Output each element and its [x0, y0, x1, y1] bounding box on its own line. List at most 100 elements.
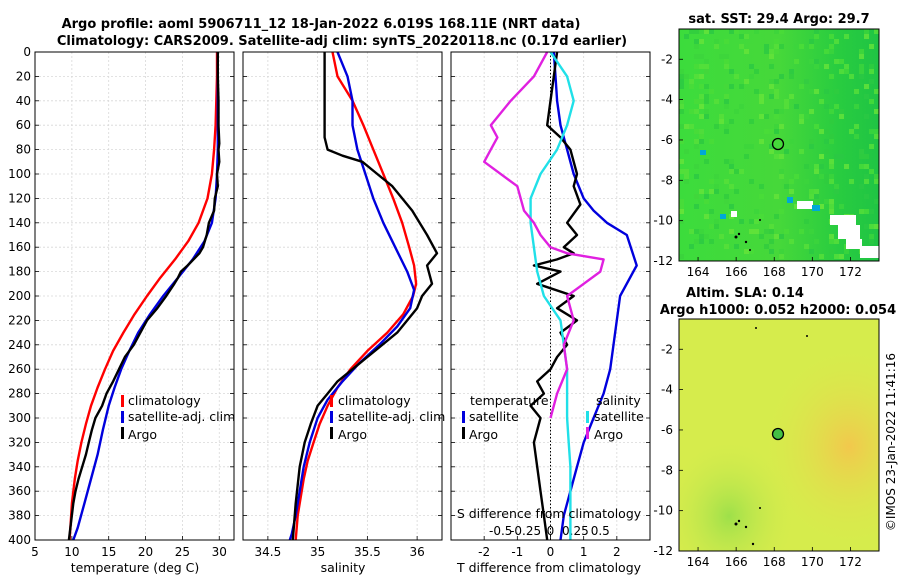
map-y-tick-label: -10 — [653, 504, 673, 518]
missing-data-patch — [838, 225, 860, 239]
sst-texture-cell — [774, 44, 779, 49]
map-x-tick-label: 164 — [687, 555, 710, 569]
y-tick-label: 220 — [8, 313, 31, 327]
sst-texture-cell — [684, 169, 689, 174]
sst-texture-cell — [749, 144, 754, 149]
sst-texture-cell — [829, 249, 834, 254]
sst-texture-cell — [714, 189, 719, 194]
x-tick-label: 5 — [31, 545, 39, 559]
sst-texture-cell — [739, 84, 744, 89]
sst-texture-cell — [679, 204, 684, 209]
sst-texture-cell — [799, 229, 804, 234]
sst-texture-cell — [699, 74, 704, 79]
sst-texture-cell — [774, 214, 779, 219]
sst-texture-cell — [864, 84, 869, 89]
sst-texture-cell — [829, 164, 834, 169]
missing-data-patch — [860, 246, 879, 258]
sst-texture-cell — [839, 254, 844, 259]
sst-texture-cell — [804, 114, 809, 119]
difference-panel: -2 -1 0 1 2 -0.5-0.25 0 0.25 0.5 — [450, 51, 651, 559]
map-y-tick-label: -6 — [661, 133, 673, 147]
map-y-tick-label: -4 — [661, 93, 673, 107]
sst-texture-cell — [709, 179, 714, 184]
sst-argo-position-marker — [771, 137, 785, 151]
sst-texture-cell — [699, 29, 704, 34]
sst-texture-cell — [709, 209, 714, 214]
island-marker — [759, 219, 761, 221]
sst-texture-cell — [774, 154, 779, 159]
sst-texture-cell — [739, 34, 744, 39]
legend-label-temp-argo: Argo — [469, 427, 498, 442]
sst-texture-cell — [809, 109, 814, 114]
sla-argo-position-marker — [771, 427, 785, 441]
sst-texture-cell — [864, 29, 869, 34]
sst-texture-cell — [724, 54, 729, 59]
sst-texture-cell — [814, 194, 819, 199]
sst-texture-cell — [829, 174, 834, 179]
sst-texture-cell — [864, 34, 869, 39]
map-y-tick-label: -8 — [661, 463, 673, 477]
sst-texture-cell — [874, 29, 879, 34]
x-tick-label: 1 — [580, 545, 588, 559]
x-tick-label: 20 — [138, 545, 153, 559]
sst-texture-cell — [719, 114, 724, 119]
x-tick-label: 34.5 — [255, 545, 282, 559]
sst-texture-cell — [799, 84, 804, 89]
sst-texture-cell — [709, 224, 714, 229]
sst-texture-cell — [689, 29, 694, 34]
sst-texture-cell — [699, 39, 704, 44]
sst-texture-cell — [739, 219, 744, 224]
x-tick-label: 35.5 — [354, 545, 381, 559]
map-y-tick-label: -2 — [661, 52, 673, 66]
sst-texture-cell — [699, 129, 704, 134]
sst-texture-cell — [754, 229, 759, 234]
sst-texture-cell — [809, 189, 814, 194]
y-tick-label: 0 — [23, 45, 31, 59]
sst-texture-cell — [689, 84, 694, 89]
sst-texture-cell — [694, 54, 699, 59]
sst-texture-cell — [859, 54, 864, 59]
x-tick-label: -1 — [511, 545, 523, 559]
sst-texture-cell — [699, 94, 704, 99]
sst-texture-cell — [804, 79, 809, 84]
sst-texture-cell — [779, 44, 784, 49]
series-lines — [67, 52, 221, 540]
sst-texture-cell — [704, 99, 709, 104]
sst-texture-cell — [724, 59, 729, 64]
legend-swatch-argo — [121, 427, 124, 439]
map-x-tick-label: 170 — [801, 555, 824, 569]
sst-texture-cell — [699, 229, 704, 234]
sst-texture-cell — [774, 29, 779, 34]
sst-texture-cell — [744, 49, 749, 54]
sst-texture-cell — [874, 89, 879, 94]
y-tick-label: 140 — [8, 216, 31, 230]
sst-texture-cell — [834, 184, 839, 189]
sst-texture-cell — [679, 139, 684, 144]
difference-top-xlabel: S difference from climatology — [457, 506, 642, 521]
sst-texture-cell — [774, 39, 779, 44]
sst-texture-cell — [774, 109, 779, 114]
sst-texture-cell — [779, 209, 784, 214]
sst-texture-cell — [869, 239, 874, 244]
sst-texture-cell — [764, 49, 769, 54]
sst-texture-cell — [869, 209, 874, 214]
sst-texture-cell — [829, 134, 834, 139]
island-marker — [755, 327, 757, 329]
sst-texture-cell — [774, 124, 779, 129]
sst-texture-cell — [714, 224, 719, 229]
sst-texture-cell — [769, 229, 774, 234]
sst-texture-cell — [724, 129, 729, 134]
sst-texture-cell — [809, 144, 814, 149]
sst-texture-cell — [769, 94, 774, 99]
island-marker — [806, 335, 808, 337]
sst-texture-cell — [804, 164, 809, 169]
sst-texture-cell — [844, 34, 849, 39]
sst-texture-cell — [729, 184, 734, 189]
legend-swatch-temp-satellite — [462, 411, 465, 423]
sst-texture-cell — [834, 189, 839, 194]
sla-map-axes: 164 166 168 170 172 -2 -4 -6 -8 -10 -12 — [653, 342, 861, 569]
sst-texture-cell — [734, 74, 739, 79]
temperature-legend: climatology satellite-adj. clim Argo — [121, 393, 235, 442]
sst-texture-cell — [784, 184, 789, 189]
sst-texture-cell — [759, 194, 764, 199]
